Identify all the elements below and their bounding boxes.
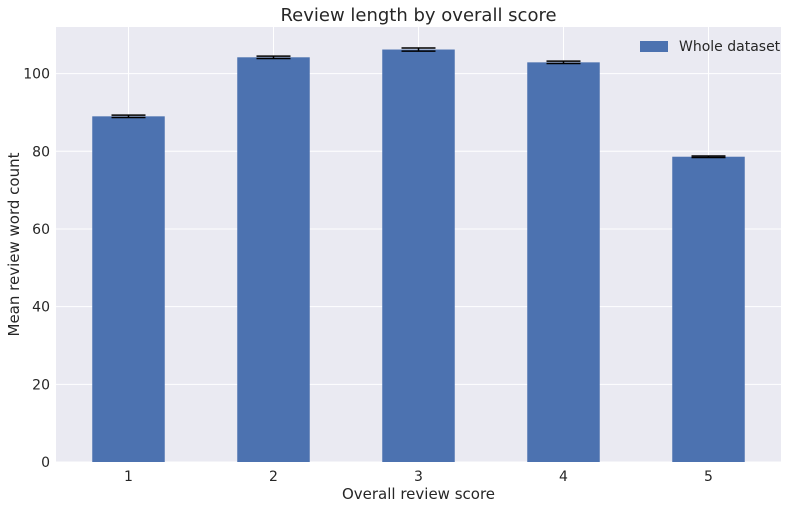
y-tick-label: 100: [23, 67, 50, 83]
y-tick-label: 20: [32, 377, 50, 393]
bar: [672, 156, 745, 463]
y-axis-label: Mean review word count: [5, 152, 23, 336]
bar: [382, 49, 455, 462]
bars: [92, 49, 745, 463]
x-tick-label: 5: [704, 469, 713, 485]
legend-swatch: [640, 41, 668, 52]
y-tick-label: 60: [32, 222, 50, 238]
legend-label: Whole dataset: [679, 39, 781, 55]
x-axis-label: Overall review score: [342, 485, 495, 503]
chart-title: Review length by overall score: [280, 5, 556, 26]
y-tick-label: 80: [32, 144, 50, 160]
x-tick-label: 3: [414, 469, 423, 485]
bar: [237, 57, 310, 462]
x-tick-label: 1: [124, 469, 133, 485]
y-tick-label: 40: [32, 300, 50, 316]
bar: [92, 116, 165, 463]
y-tick-labels: 0 20 40 60 80 100: [23, 67, 50, 471]
x-tick-label: 4: [559, 469, 568, 485]
y-tick-label: 0: [41, 455, 50, 471]
error-bars: [111, 47, 726, 159]
x-tick-labels: 1 2 3 4 5: [124, 469, 713, 485]
x-tick-label: 2: [269, 469, 278, 485]
legend: Whole dataset: [640, 39, 781, 55]
bar: [527, 62, 600, 462]
